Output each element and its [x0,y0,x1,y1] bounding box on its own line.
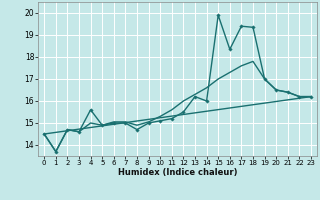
X-axis label: Humidex (Indice chaleur): Humidex (Indice chaleur) [118,168,237,177]
